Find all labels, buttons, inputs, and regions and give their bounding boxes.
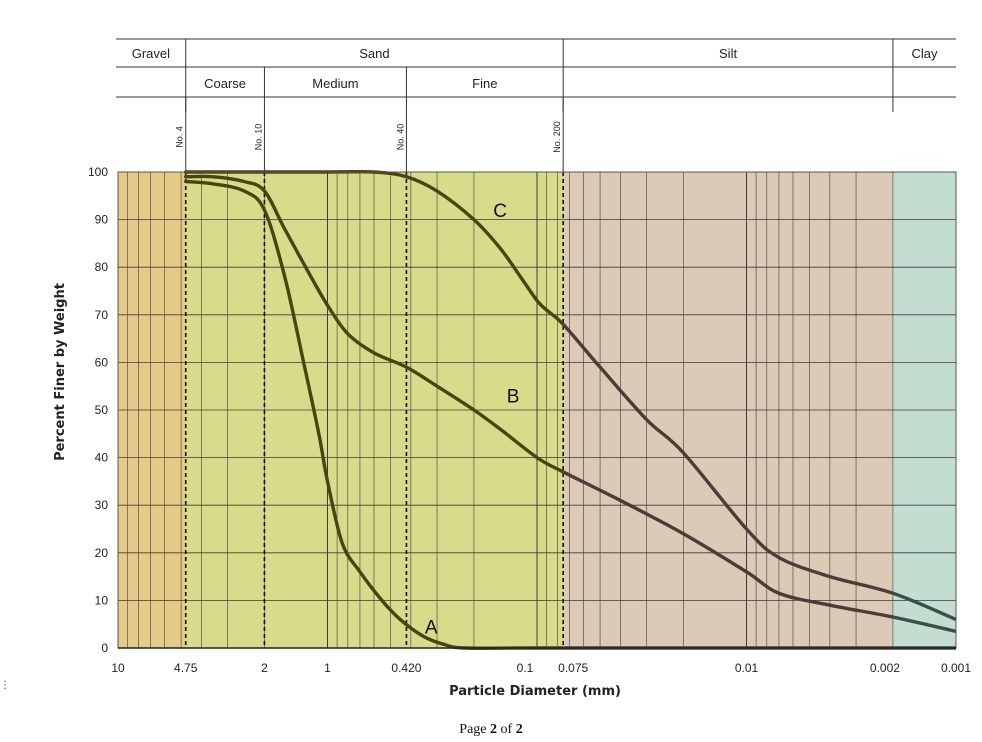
header-clay: Clay — [911, 46, 938, 61]
y-tick-label: 40 — [95, 451, 109, 465]
y-tick-label: 70 — [95, 308, 109, 322]
x-tick-label: 4.75 — [174, 661, 198, 675]
y-tick-label: 100 — [88, 165, 108, 179]
page-footer: Page 2 of 2 — [0, 722, 982, 738]
curve-label-a: A — [425, 618, 438, 639]
header-sand: Sand — [359, 46, 389, 61]
y-tick-label: 0 — [101, 641, 108, 655]
curve-c — [563, 321, 893, 596]
y-tick-label: 10 — [95, 593, 109, 607]
sieve-label: No. 200 — [552, 121, 562, 153]
sieve-label: No. 40 — [395, 124, 405, 151]
curve-label-c: C — [493, 201, 507, 222]
y-tick-label: 90 — [95, 213, 109, 227]
curve-b — [184, 174, 564, 474]
footer-page-number: 2 — [490, 722, 498, 737]
x-axis-title: Particle Diameter (mm) — [449, 684, 621, 699]
header-coarse: Coarse — [204, 76, 246, 91]
curve-c — [184, 169, 564, 327]
y-tick-label: 60 — [95, 355, 109, 369]
margin-marker: ⋮ — [0, 680, 10, 691]
header-silt: Silt — [719, 46, 737, 61]
sieve-markers: No. 4 No. 10 No. 40 No. 200 — [175, 97, 564, 648]
x-tick-label: 1 — [324, 661, 331, 675]
y-tick-label: 80 — [95, 260, 109, 274]
footer-middle: of — [497, 722, 516, 737]
footer-prefix: Page — [459, 722, 491, 737]
curve-b — [563, 469, 893, 619]
footer-total-pages: 2 — [515, 722, 523, 737]
header-medium: Medium — [312, 76, 358, 91]
y-axis-title: Percent Finer by Weight — [53, 283, 68, 461]
y-tick-label: 50 — [95, 403, 109, 417]
sieve-label: No. 4 — [175, 126, 185, 148]
y-tick-label: 20 — [95, 546, 109, 560]
x-tick-label: 0.002 — [870, 661, 900, 675]
curve-label-b: B — [507, 387, 520, 408]
y-tick-label: 30 — [95, 498, 109, 512]
x-tick-label: 0.420 — [391, 661, 421, 675]
x-tick-label: 0.001 — [941, 661, 971, 675]
header-gravel: Gravel — [132, 46, 170, 61]
x-tick-label: 0.01 — [735, 661, 759, 675]
sieve-label: No. 10 — [253, 124, 263, 151]
x-tick-label: 10 — [111, 661, 125, 675]
classification-header: Gravel Sand Silt Clay Coarse Medium Fine — [116, 38, 956, 112]
x-tick-label: 0.1 — [517, 661, 534, 675]
x-tick-label: 2 — [261, 661, 268, 675]
x-tick-label: 0.075 — [558, 661, 588, 675]
header-fine: Fine — [472, 76, 497, 91]
